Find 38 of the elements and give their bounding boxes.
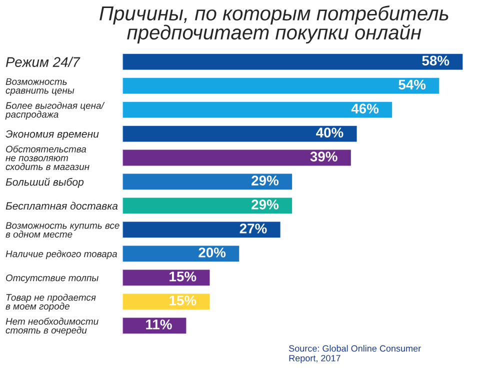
y-tick-label: Отсутствие толпы: [6, 274, 98, 284]
bar: [122, 244, 241, 264]
data-label: 29%: [252, 176, 279, 186]
bar: [122, 148, 352, 168]
y-tick-label: Товар не продается в моем городе: [6, 294, 96, 312]
data-label: 40%: [316, 128, 344, 138]
data-label: 20%: [198, 248, 226, 258]
data-label: 39%: [310, 152, 338, 162]
bar: [122, 196, 294, 216]
y-tick-label: Наличие редкого товара: [6, 250, 117, 260]
data-label: 15%: [170, 272, 196, 282]
y-tick-label: Обстоятельства не позволяют сходить в магазин: [6, 145, 90, 170]
bar: [122, 268, 212, 287]
data-label: 11%: [146, 320, 172, 330]
chart-title: Причины, по которым потребитель предпочитает покупки онлайн: [100, 6, 448, 44]
bar: [122, 52, 464, 72]
bar: [122, 220, 282, 240]
bar: [122, 100, 394, 120]
source-note: Source: Global Online Consumer Report, 2017: [289, 345, 421, 364]
bar: [122, 124, 358, 144]
y-tick-label: Нет необходимости стоять в очереди: [6, 318, 98, 336]
y-tick-label: Экономия времени: [6, 130, 99, 140]
data-label: 15%: [170, 296, 196, 306]
data-label: 58%: [422, 56, 450, 66]
y-tick-label: Бесплатная доставка: [6, 202, 118, 210]
y-tick-label: Больший выбор: [6, 178, 84, 188]
y-tick-label: Возможность купить все в одном месте: [6, 222, 120, 238]
bar: [122, 172, 294, 192]
y-tick-label: Режим 24/7: [6, 56, 80, 67]
data-label: 46%: [351, 104, 379, 114]
bar: [122, 292, 212, 311]
data-label: 54%: [398, 80, 426, 90]
data-label: 29%: [252, 200, 279, 210]
bar: [122, 76, 441, 96]
y-tick-label: Более выгодная цена/ распродажа: [5, 102, 105, 120]
bar: [122, 316, 188, 335]
y-tick-label: Возможность сравнить цены: [6, 78, 74, 96]
data-label: 27%: [240, 224, 267, 234]
